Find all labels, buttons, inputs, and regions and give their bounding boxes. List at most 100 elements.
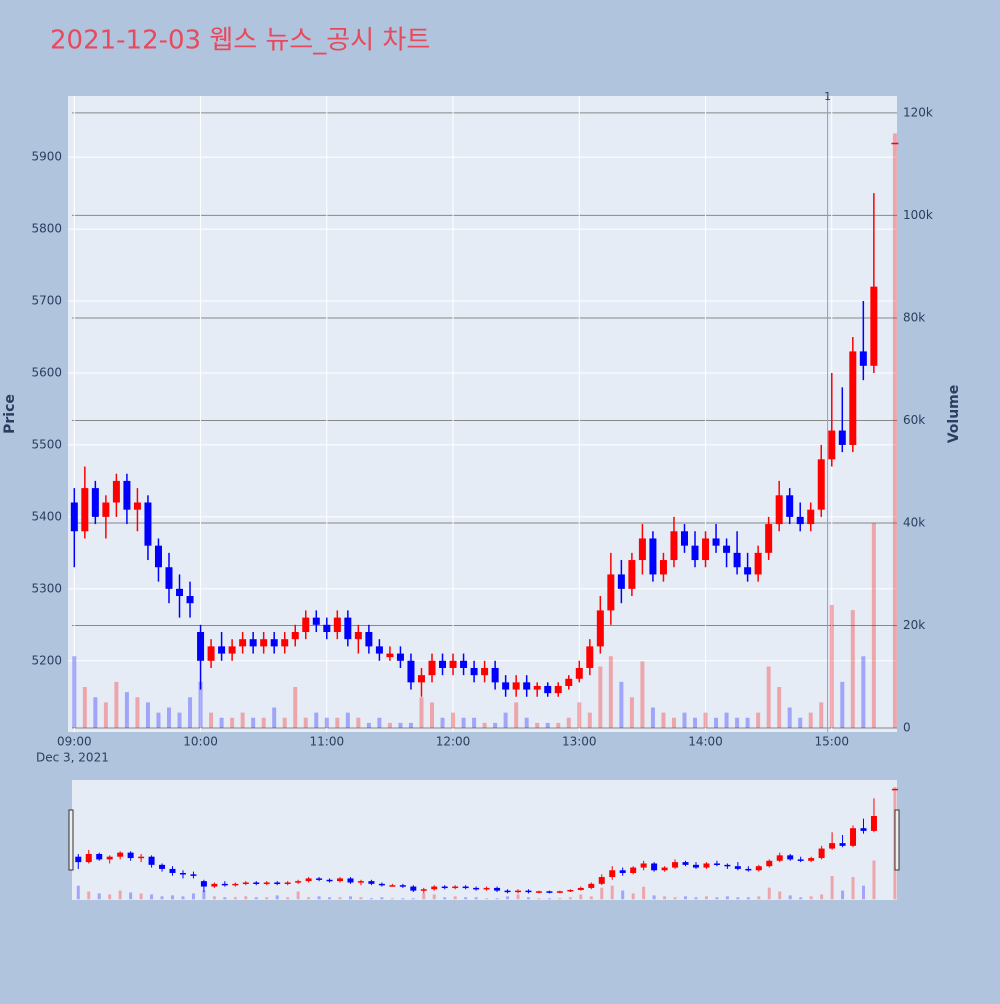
slider-volume-bar <box>642 886 646 900</box>
slider-volume-bar <box>568 897 572 900</box>
volume-bar <box>356 717 361 729</box>
y-tick-label: 5800 <box>31 222 62 236</box>
y-tick-label: 5200 <box>31 653 62 667</box>
slider-candle-body <box>242 882 249 884</box>
slider-volume-bar <box>799 897 803 900</box>
slider-candle-body <box>75 856 82 863</box>
candle-body <box>428 660 436 676</box>
candle-body <box>239 639 247 647</box>
candle-body <box>386 653 394 658</box>
volume-bar <box>577 702 582 729</box>
annotation-label: 1 <box>824 90 831 103</box>
slider-candle-body <box>860 828 867 831</box>
slider-volume-bar <box>390 898 394 900</box>
volume-bar <box>230 717 235 729</box>
slider-candle-body <box>96 853 103 860</box>
candle-body <box>502 682 510 690</box>
slider-candle-body <box>797 859 804 861</box>
volume-bar <box>82 686 87 729</box>
slider-volume-bar <box>411 898 415 900</box>
slider-candle-body <box>232 883 239 886</box>
slider-candle-body <box>651 863 658 871</box>
slider-candle-body <box>692 864 699 868</box>
slider-candle-body <box>420 889 427 891</box>
volume-bar <box>766 666 771 729</box>
slider-candle-body <box>117 852 124 857</box>
y2-tick-label: 20k <box>903 618 925 632</box>
volume-bar <box>566 717 571 729</box>
slider-volume-bar <box>746 897 750 900</box>
slider-volume-bar <box>778 891 782 900</box>
range-slider[interactable] <box>72 780 897 900</box>
volume-bar <box>703 712 708 729</box>
slider-volume-bar <box>317 896 321 900</box>
y-tick-label: 5400 <box>31 509 62 523</box>
volume-bar <box>114 681 119 729</box>
candle-body <box>81 488 89 532</box>
slider-candle-body <box>452 886 459 889</box>
slider-volume-bar <box>443 897 447 900</box>
slider-candle-body <box>399 885 406 887</box>
candle-body <box>775 495 783 525</box>
candle-body <box>218 646 226 654</box>
volume-bar <box>650 707 655 729</box>
candle-body <box>723 545 731 553</box>
candle-body <box>617 574 625 589</box>
candle-body <box>575 667 583 679</box>
slider-candle-body <box>619 870 626 873</box>
volume-bar <box>398 722 403 729</box>
slider-candle-body <box>473 887 480 890</box>
slider-volume-bar <box>485 898 489 900</box>
candle-body <box>176 588 184 597</box>
slider-volume-bar <box>537 898 541 900</box>
volume-bar <box>419 697 424 729</box>
plot-area <box>68 96 897 732</box>
slider-candle-body <box>755 866 762 871</box>
slider-volume-bar <box>97 893 101 900</box>
slider-volume-bar <box>422 893 426 900</box>
candle-body <box>733 552 741 568</box>
slider-handle-left[interactable] <box>68 809 74 871</box>
volume-bar <box>493 722 498 729</box>
slider-volume-bar <box>725 896 729 900</box>
y2-tick-label: 0 <box>903 721 911 735</box>
volume-bar <box>345 712 350 729</box>
candle-body <box>439 660 447 668</box>
slider-candle-body <box>368 881 375 884</box>
volume-bar <box>145 702 150 729</box>
slider-volume-bar <box>328 897 332 900</box>
candle-body <box>481 667 489 676</box>
slider-volume-bar <box>736 897 740 900</box>
candle-body <box>838 430 846 445</box>
slider-volume-bar <box>171 895 175 900</box>
slider-candle-body <box>870 815 877 831</box>
volume-bar <box>166 707 171 729</box>
slider-volume-bar <box>108 894 112 900</box>
volume-bar <box>240 712 245 729</box>
x-date-label: Dec 3, 2021 <box>36 751 109 765</box>
volume-bar <box>535 722 540 729</box>
candle-body <box>133 502 141 510</box>
slider-candle-body <box>535 891 542 893</box>
volume-bar <box>861 656 866 729</box>
candle-body <box>765 524 773 553</box>
slider-volume-bar <box>139 893 143 900</box>
slider-candle-body <box>148 856 155 865</box>
candle-body <box>680 531 688 546</box>
volume-bar <box>377 717 382 729</box>
volume-bar <box>871 522 876 729</box>
slider-candle-body <box>138 856 145 859</box>
slider-volume-bar <box>757 896 761 900</box>
volume-bar <box>629 697 634 729</box>
slider-candle-body <box>253 882 260 884</box>
slider-candle-body <box>211 883 218 887</box>
candle-body <box>407 660 415 683</box>
volume-bar <box>850 610 855 729</box>
slider-handle-right[interactable] <box>894 809 900 871</box>
volume-bar <box>103 702 108 729</box>
volume-bar <box>72 656 77 729</box>
candle-body <box>344 617 352 640</box>
volume-bar <box>503 712 508 729</box>
volume-bar <box>829 604 834 729</box>
candle-body <box>123 480 131 510</box>
